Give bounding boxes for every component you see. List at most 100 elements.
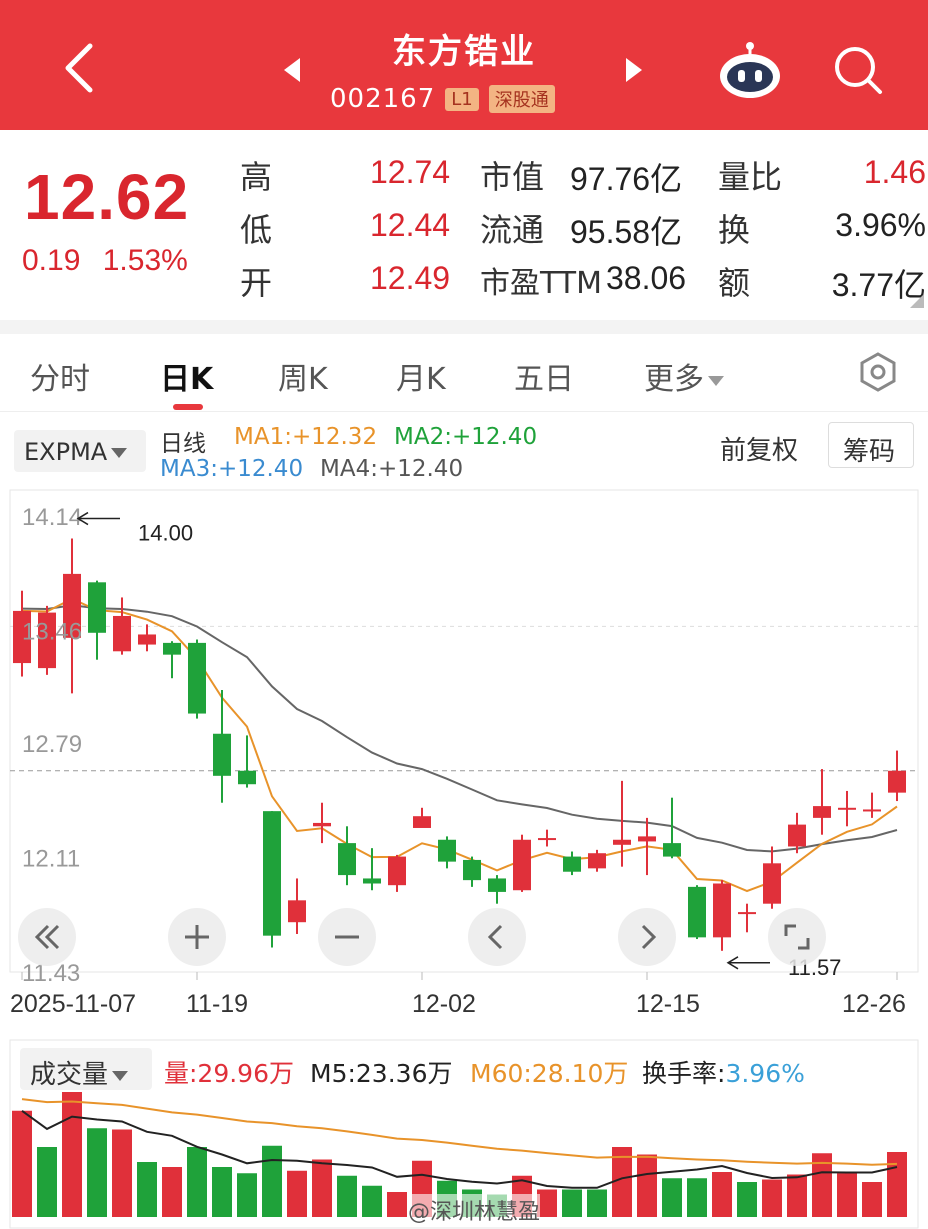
float-cap-label: 流通: [480, 211, 545, 249]
candle-body: [638, 836, 656, 842]
tab-more-label: 更多: [644, 362, 704, 397]
candle-body: [788, 824, 806, 847]
market-cap-label: 市值: [480, 158, 545, 196]
candle-body: [263, 811, 281, 936]
volume-m5-line: [21, 1109, 898, 1189]
plus-icon: [185, 925, 209, 949]
chevron-left-icon: [487, 924, 503, 950]
next-stock-arrow-icon[interactable]: [626, 58, 642, 82]
candle-body: [738, 912, 756, 915]
volume-bar: [787, 1174, 807, 1217]
expand-corner-icon[interactable]: [910, 294, 924, 308]
rewind-button[interactable]: [18, 908, 76, 966]
volume-selector[interactable]: 成交量: [20, 1048, 152, 1090]
candle-body: [438, 839, 456, 862]
volume-frame: [9, 1039, 919, 1229]
settings-hexagon-icon[interactable]: [858, 352, 898, 392]
candle-body: [713, 883, 731, 938]
volume-bar: [762, 1179, 782, 1217]
scroll-left-button[interactable]: [468, 908, 526, 966]
volume-bar: [587, 1189, 607, 1217]
volume-bar: [312, 1159, 332, 1217]
tab-weekly-k[interactable]: 周K: [278, 362, 328, 397]
kline-grid: [9, 489, 919, 1229]
volume-m5: M5:23.36万: [310, 1059, 453, 1088]
chevron-down-icon: [708, 375, 724, 386]
volume-bar: [12, 1110, 32, 1217]
candle-body: [213, 733, 231, 776]
kline-frame: [9, 489, 919, 973]
turnover-rate-label: 换手率:: [642, 1059, 726, 1088]
candle-body: [688, 886, 706, 938]
x-label-4: 12-15: [636, 990, 700, 1018]
ma4-label: MA4:+12.40: [320, 456, 464, 482]
quote-panel: 12.62 0.19 1.53% 高 12.74 市值 97.76亿 量比 1.…: [0, 130, 928, 320]
x-label-start: 2025-11-07: [10, 990, 137, 1018]
candle-body: [488, 878, 506, 892]
ma1-label: MA1:+12.32: [234, 424, 378, 450]
candle-body: [463, 859, 481, 881]
candle-body: [188, 642, 206, 714]
low-value: 12.44: [370, 207, 451, 243]
volume-m60: M60:28.10万: [470, 1059, 629, 1088]
float-cap-value: 95.58亿: [570, 214, 683, 250]
y-tick-label: 12.11: [22, 846, 80, 873]
volume-bar: [137, 1162, 157, 1217]
back-icon[interactable]: [56, 40, 102, 96]
pe-label: 市盈TTM: [480, 266, 603, 301]
volume-bar: [112, 1129, 132, 1217]
change-value: 0.19: [22, 244, 81, 277]
price-change: 0.19 1.53%: [22, 244, 188, 278]
volume-bar: [812, 1153, 832, 1217]
tab-five-day[interactable]: 五日: [514, 362, 574, 397]
change-percent: 1.53%: [102, 244, 188, 277]
volume-m60-line: [21, 1098, 898, 1166]
turnover-label: 换: [718, 211, 751, 249]
scroll-right-button[interactable]: [618, 908, 676, 966]
tab-more[interactable]: 更多: [644, 354, 724, 398]
ma-short-line: [21, 597, 898, 893]
zoom-in-button[interactable]: [168, 908, 226, 966]
fullscreen-button[interactable]: [768, 908, 826, 966]
kline-candles: [13, 538, 906, 951]
candle-body: [388, 856, 406, 886]
app-header: 东方锆业 002167 L1 深股通: [0, 0, 928, 130]
volume-bar: [387, 1192, 407, 1217]
candle-body: [138, 634, 156, 645]
search-icon[interactable]: [832, 44, 884, 96]
turnover-value: 3.96%: [835, 207, 926, 243]
prev-stock-arrow-icon[interactable]: [284, 58, 300, 82]
volume-bar: [662, 1178, 682, 1217]
volume-bar: [237, 1173, 257, 1217]
candle-body: [863, 809, 881, 812]
tab-intraday[interactable]: 分时: [30, 362, 90, 397]
chips-button[interactable]: 筹码: [828, 422, 914, 468]
volume-bar: [37, 1147, 57, 1217]
candle-body: [163, 642, 181, 655]
amount-label: 额: [718, 264, 751, 302]
x-label-2: 11-19: [186, 990, 249, 1018]
level-badge: L1: [445, 87, 479, 111]
y-tick-label: 14.14: [22, 504, 82, 531]
robot-assistant-icon[interactable]: [716, 40, 784, 100]
volume-bar: [87, 1128, 107, 1217]
x-label-3: 12-02: [412, 990, 476, 1018]
open-value: 12.49: [370, 260, 451, 296]
candle-body: [63, 573, 81, 638]
y-tick-label: 12.79: [22, 731, 82, 758]
volume-bar: [62, 1092, 82, 1217]
volume-bar: [887, 1152, 907, 1217]
indicator-selector[interactable]: EXPMA: [14, 430, 146, 472]
zoom-out-button[interactable]: [318, 908, 376, 966]
adjust-button[interactable]: 前复权: [720, 436, 799, 466]
candle-body: [563, 856, 581, 872]
y-tick-label: 13.46: [22, 618, 82, 645]
tab-daily-k[interactable]: 日K: [160, 362, 214, 397]
candle-body: [888, 770, 906, 793]
tab-monthly-k[interactable]: 月K: [396, 362, 446, 397]
volume-bar: [162, 1167, 182, 1217]
candle-body: [38, 612, 56, 669]
ma2-label: MA2:+12.40: [394, 424, 538, 450]
stock-subtitle: 002167 L1 深股通: [330, 84, 555, 114]
